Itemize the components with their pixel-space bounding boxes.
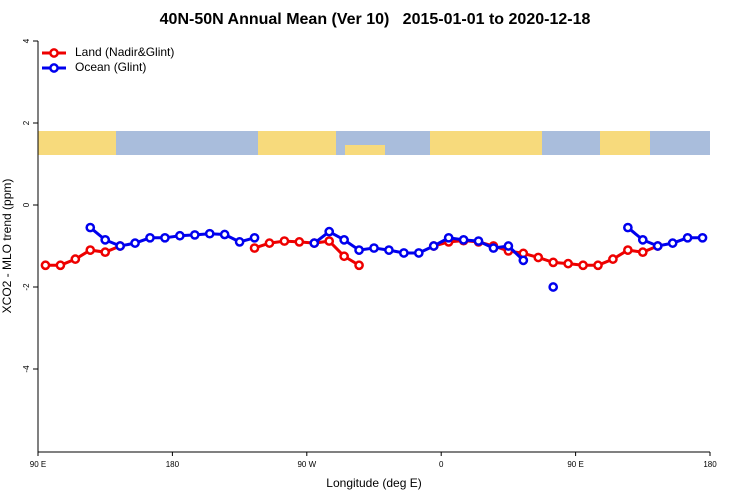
data-point [623,222,633,233]
data-point [443,232,454,243]
data-point [473,236,484,246]
data-point [100,235,111,245]
data-point [40,260,51,271]
map-strip [38,131,710,155]
legend-label: Land (Nadir&Glint) [75,45,174,59]
x-axis-label: Longitude (deg E) [326,476,421,490]
data-point [189,230,200,240]
y-tick-label: 2 [22,120,31,125]
legend-marker [49,63,59,73]
data-point [369,243,379,253]
data-point [354,245,364,255]
legend-label: Ocean (Glint) [75,60,146,74]
data-point [279,236,290,246]
chart-title: 40N-50N Annual Mean (Ver 10) 2015-01-01 … [160,11,591,28]
data-point [384,245,394,255]
data-point [339,235,349,245]
data-point [593,260,603,271]
data-point [354,260,364,271]
data-point [100,247,111,257]
data-point [623,245,633,255]
x-tick-label: 90 E [30,460,46,469]
legend-marker [49,48,59,58]
data-point [637,247,648,257]
map-land [258,131,336,155]
data-point [458,235,469,245]
data-point [503,241,514,251]
map-land [345,145,385,155]
data-point [667,238,678,248]
legend: Land (Nadir&Glint)Ocean (Glint) [42,45,174,74]
data-point [294,237,305,247]
data-point [85,245,96,255]
data-point [175,230,185,241]
data-point [399,248,409,258]
data-point [682,232,693,243]
data-point [55,260,66,271]
y-axis-label: XCO2 - MLO trend (ppm) [0,179,14,314]
data-point [548,282,559,292]
data-point [428,241,439,251]
data-point [652,241,663,251]
y-tick-label: -2 [22,283,31,291]
map-land [38,131,116,155]
data-point [70,254,81,264]
y-tick-label: 0 [22,202,31,207]
map-land [600,131,650,155]
data-point [145,232,155,243]
data-point [160,232,170,243]
data-point [488,243,499,253]
data-point [324,236,335,246]
data-point [115,241,125,251]
x-tick-label: 180 [166,460,180,469]
data-point [339,251,349,262]
data-point [85,222,96,233]
data-point [324,226,335,237]
data-point [309,238,320,248]
data-point [204,228,215,239]
x-tick-label: 90 E [567,460,583,469]
data-point [697,232,708,243]
x-tick-label: 90 W [297,460,316,469]
data-point [413,248,424,258]
data-point [608,254,618,264]
data-point [563,258,573,269]
data-point [249,243,260,253]
y-tick-label: -4 [22,365,31,373]
y-tick-label: 4 [22,38,31,43]
data-point [234,237,245,247]
data-point [637,235,648,245]
data-point [518,255,529,266]
data-point [533,252,544,263]
data-point [548,257,559,268]
data-point [578,260,588,271]
data-point [219,229,230,240]
series-line [89,226,255,248]
x-tick-label: 0 [439,460,444,469]
x-tick-label: 180 [703,460,717,469]
data-point [249,232,260,243]
data-point [264,238,275,248]
data-point [130,238,140,248]
map-land [430,131,542,155]
